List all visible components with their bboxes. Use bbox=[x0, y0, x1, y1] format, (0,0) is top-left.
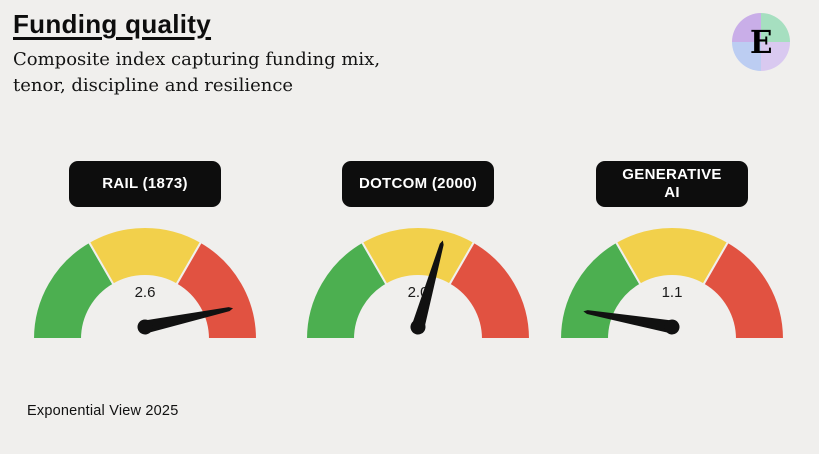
gauge-needle bbox=[583, 310, 680, 335]
gauge: 2.6 bbox=[30, 223, 260, 354]
gauge-label-pill: RAIL (1873) bbox=[69, 161, 221, 207]
gauge-block-rail: RAIL (1873) 2.6 bbox=[30, 161, 260, 354]
gauge-label-pill: DOTCOM (2000) bbox=[342, 161, 494, 207]
gauge-segment-red bbox=[448, 240, 532, 340]
gauge-chart: 2.0 bbox=[304, 226, 532, 340]
gauge-value: 2.6 bbox=[135, 284, 156, 301]
gauge-value: 1.1 bbox=[662, 284, 683, 301]
gauge-needle bbox=[137, 307, 234, 335]
gauge-segment-red bbox=[175, 240, 259, 340]
gauge-needle bbox=[410, 240, 444, 335]
gauge-chart: 1.1 bbox=[558, 226, 786, 340]
gauge-chart: 2.6 bbox=[31, 226, 259, 340]
page-title: Funding quality bbox=[13, 9, 212, 39]
logo-letter: E bbox=[749, 23, 773, 61]
gauge: 2.0 bbox=[303, 223, 533, 354]
gauge-block-dotcom: DOTCOM (2000) 2.0 bbox=[303, 161, 533, 354]
page-subtitle: Composite index capturing funding mix, t… bbox=[13, 49, 381, 97]
exponential-view-logo: E bbox=[732, 13, 790, 71]
gauge-block-generative-ai: GENERATIVE AI 1.1 bbox=[557, 161, 787, 354]
gauge-segment-red bbox=[702, 240, 786, 340]
gauge-label-pill: GENERATIVE AI bbox=[596, 161, 748, 207]
credit-text: Exponential View 2025 bbox=[27, 403, 179, 419]
gauge: 1.1 bbox=[557, 223, 787, 354]
